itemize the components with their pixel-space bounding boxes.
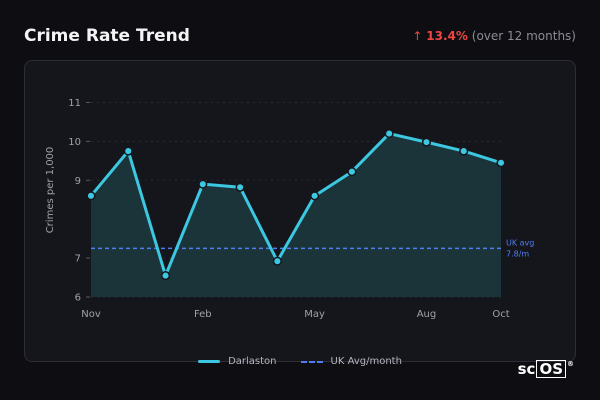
x-tick-label: Aug bbox=[417, 309, 437, 320]
logo-prefix: sc bbox=[517, 360, 536, 378]
y-tick-label: 10 bbox=[68, 137, 81, 148]
data-point bbox=[459, 146, 469, 156]
series-line bbox=[89, 132, 502, 278]
data-point bbox=[496, 158, 506, 168]
y-tick-label: 9 bbox=[75, 176, 81, 187]
y-tick-label: 11 bbox=[68, 98, 81, 109]
scos-logo: sc OS ® bbox=[518, 360, 574, 378]
chart-legend: Darlaston UK Avg/month bbox=[0, 356, 600, 367]
change-note: (over 12 months) bbox=[471, 29, 576, 43]
legend-swatch-dashed bbox=[300, 360, 323, 363]
x-tick-label: Nov bbox=[81, 309, 101, 320]
legend-label-uk-avg: UK Avg/month bbox=[330, 356, 402, 367]
change-percent: 13.4% bbox=[426, 29, 468, 43]
logo-box: OS bbox=[536, 360, 566, 378]
legend-label-darlaston: Darlaston bbox=[228, 356, 277, 367]
legend-item-uk-avg[interactable]: UK Avg/month bbox=[300, 356, 402, 367]
change-indicator: ↑ 13.4% (over 12 months) bbox=[412, 29, 576, 43]
y-axis-label: Crimes per 1,000 bbox=[45, 147, 56, 234]
data-point bbox=[123, 146, 133, 156]
data-point bbox=[86, 191, 96, 201]
data-point bbox=[198, 179, 208, 189]
data-point bbox=[384, 129, 394, 139]
data-point bbox=[272, 256, 282, 266]
y-tick-label: 6 bbox=[75, 293, 81, 304]
data-point bbox=[235, 182, 245, 192]
legend-swatch-solid bbox=[198, 360, 221, 363]
legend-item-darlaston[interactable]: Darlaston bbox=[198, 356, 277, 367]
x-tick-label: Oct bbox=[492, 309, 509, 320]
y-tick-label: 7 bbox=[75, 254, 81, 265]
series-area-fill bbox=[91, 133, 501, 297]
chart-title: Crime Rate Trend bbox=[24, 26, 190, 46]
registered-mark: ® bbox=[567, 360, 574, 368]
x-tick-label: Feb bbox=[194, 309, 212, 320]
reference-annotation-value: 7.8/m bbox=[506, 249, 529, 258]
data-point bbox=[347, 167, 357, 177]
trend-up-icon: ↑ bbox=[412, 29, 423, 43]
reference-annotation-label: UK avg bbox=[506, 238, 534, 247]
data-point bbox=[160, 271, 171, 281]
data-point bbox=[310, 191, 320, 201]
data-point bbox=[421, 137, 432, 147]
x-tick-label: May bbox=[304, 309, 325, 320]
